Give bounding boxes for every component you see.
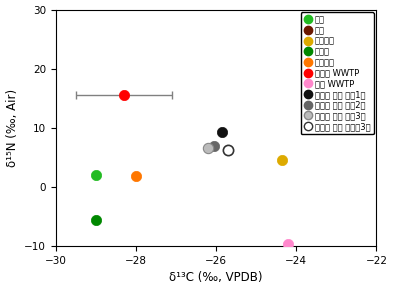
Point <box>211 143 217 148</box>
Point <box>279 158 285 163</box>
Point <box>285 242 291 247</box>
Point <box>205 146 211 150</box>
Point <box>219 130 225 134</box>
Point <box>121 93 127 98</box>
Point <box>329 55 336 59</box>
X-axis label: δ¹³C (‰, VPDB): δ¹³C (‰, VPDB) <box>169 271 263 284</box>
Point <box>93 173 99 177</box>
Point <box>93 217 99 222</box>
Point <box>225 147 231 152</box>
Point <box>133 174 139 179</box>
Y-axis label: δ¹⁵N (‰, Air): δ¹⁵N (‰, Air) <box>6 89 18 167</box>
Legend: 낙엽, 퇰비, 산림토양, 발토양, 수변식생, 영시다 WWTP, 금호 WWTP, 금호강 상류 강우1차, 금호강 상류 강우2차, 금호강 상류 강우3: 낙엽, 퇰비, 산림토양, 발토양, 수변식생, 영시다 WWTP, 금호 WW… <box>301 12 374 134</box>
